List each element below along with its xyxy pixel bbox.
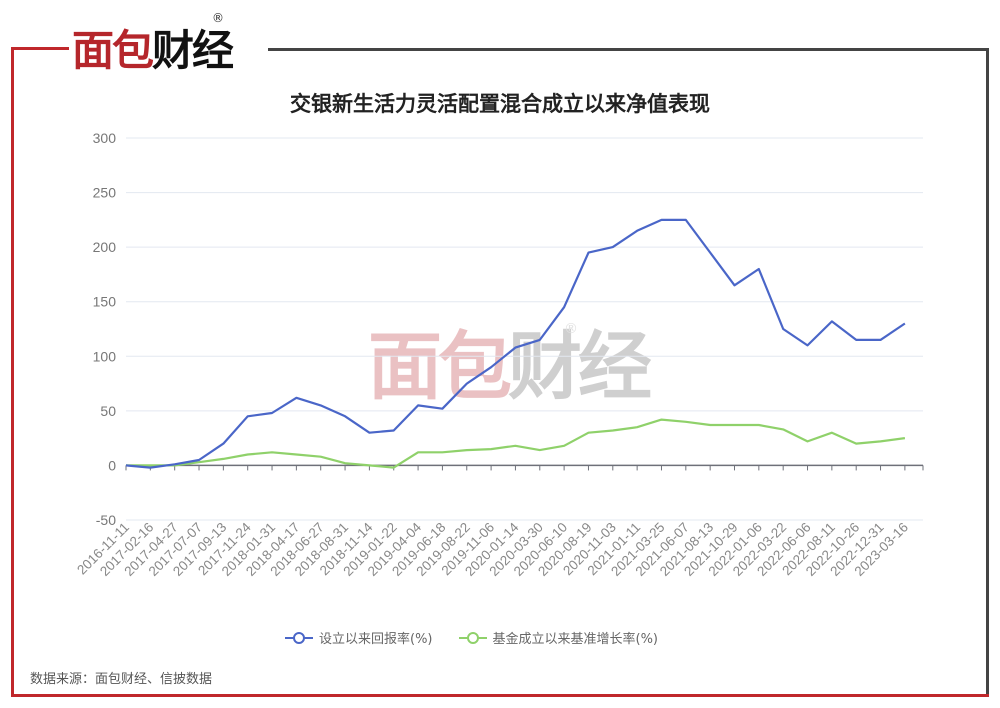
registered-mark: ® bbox=[212, 11, 224, 25]
legend-label: 基金成立以来基准增长率(%) bbox=[492, 632, 659, 647]
legend-marker-blue-icon bbox=[285, 631, 313, 644]
watermark-logo: 面包财经 ® bbox=[368, 321, 652, 410]
legend-label: 设立以来回报率(%) bbox=[319, 632, 433, 647]
chart-title: 交银新生活力灵活配置混合成立以来净值表现 bbox=[290, 92, 710, 116]
frame-top-border-right bbox=[268, 48, 989, 51]
y-tick-label: 150 bbox=[93, 294, 117, 310]
series-line-return bbox=[125, 218, 906, 469]
y-tick-label: 100 bbox=[93, 348, 117, 364]
brand-logo: 面包 财经 ® bbox=[72, 11, 234, 75]
legend-item-benchmark[interactable]: 基金成立以来基准增长率(%) bbox=[458, 628, 659, 647]
data-source-note: 数据来源：面包财经、信披数据 bbox=[30, 672, 213, 687]
y-tick-label: 250 bbox=[93, 185, 117, 201]
y-tick-label: 0 bbox=[108, 457, 116, 473]
y-tick-label: -50 bbox=[96, 512, 116, 528]
frame-left-border bbox=[11, 47, 14, 697]
y-tick-label: 50 bbox=[100, 403, 116, 419]
series-line-benchmark bbox=[126, 418, 906, 469]
frame-top-border-left bbox=[11, 47, 69, 50]
frame-bottom-border bbox=[11, 694, 989, 697]
y-tick-label: 300 bbox=[93, 130, 117, 146]
legend: 设立以来回报率(%) 基金成立以来基准增长率(%) bbox=[285, 628, 658, 647]
legend-item-return[interactable]: 设立以来回报率(%) bbox=[285, 628, 433, 647]
frame-right-border bbox=[986, 48, 989, 697]
legend-marker-green-icon bbox=[458, 631, 487, 644]
y-tick-label: 200 bbox=[93, 239, 117, 255]
